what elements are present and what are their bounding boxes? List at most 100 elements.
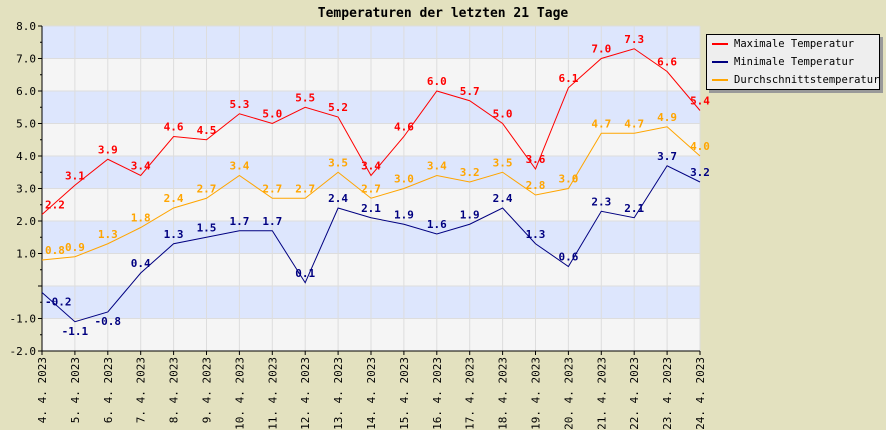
data-label: 1.3 [98, 228, 118, 241]
y-tick-label: -2.0 [10, 345, 37, 358]
data-label: 4.7 [624, 117, 644, 130]
data-label: 4.6 [394, 121, 414, 134]
data-label: 2.4 [164, 192, 184, 205]
data-label: 2.1 [624, 202, 644, 215]
data-label: 3.4 [229, 160, 249, 173]
data-label: 3.5 [328, 156, 348, 169]
legend-label: Maximale Temperatur [734, 38, 855, 50]
data-label: 1.8 [131, 212, 151, 225]
data-label: 5.7 [460, 85, 480, 98]
series-line [41, 165, 701, 323]
x-tick-label: 16. 4. 2023 [431, 357, 444, 430]
chart-title: Temperaturen der letzten 21 Tage [317, 6, 569, 21]
data-label: -0.2 [45, 296, 72, 309]
data-label: -0.8 [95, 315, 122, 328]
legend-item-avg: Durchschnittstemperatur [707, 71, 879, 89]
legend-label: Durchschnittstemperatur [734, 74, 880, 86]
legend-swatch [712, 61, 728, 63]
data-label: 4.0 [690, 140, 710, 153]
legend: Maximale Temperatur Minimale Temperatur … [706, 34, 880, 90]
data-label: 2.7 [361, 182, 381, 195]
data-label: 5.0 [493, 108, 513, 121]
y-tick-label: -1.0 [10, 313, 37, 326]
x-tick-label: 7. 4. 2023 [135, 357, 148, 423]
data-label: 3.7 [657, 150, 677, 163]
x-tick-label: 4. 4. 2023 [36, 357, 49, 423]
x-tick-label: 12. 4. 2023 [299, 357, 312, 430]
x-tick-label: 20. 4. 2023 [562, 357, 575, 430]
data-label: 3.0 [394, 173, 414, 186]
data-label: 3.0 [558, 173, 578, 186]
data-label: 5.4 [690, 95, 710, 108]
data-label: 5.3 [229, 98, 249, 111]
data-label: 6.6 [657, 56, 677, 69]
x-tick-label: 10. 4. 2023 [233, 357, 246, 430]
legend-label: Minimale Temperatur [734, 56, 855, 68]
data-label: 4.7 [591, 117, 611, 130]
data-label: 2.2 [45, 199, 65, 212]
x-tick-label: 6. 4. 2023 [102, 357, 115, 423]
y-tick-label: 6.0 [16, 85, 36, 98]
data-label: 0.9 [65, 241, 85, 254]
data-label: 3.2 [460, 166, 480, 179]
data-label: 5.2 [328, 101, 348, 114]
data-label: 1.6 [427, 218, 447, 231]
data-label: 0.1 [295, 267, 315, 280]
data-label: 2.3 [591, 195, 611, 208]
data-label: 3.4 [131, 160, 151, 173]
x-tick-label: 11. 4. 2023 [266, 357, 279, 430]
x-tick-label: 15. 4. 2023 [398, 357, 411, 430]
data-label: 3.4 [361, 160, 381, 173]
series-line [41, 126, 701, 261]
y-tick-label: 8.0 [16, 20, 36, 33]
data-label: 0.8 [45, 244, 65, 257]
x-tick-label: 8. 4. 2023 [168, 357, 181, 423]
data-label: 3.6 [526, 153, 546, 166]
data-label: 3.1 [65, 169, 85, 182]
data-label: 2.8 [526, 179, 546, 192]
data-label: 4.9 [657, 111, 677, 124]
data-label: 2.7 [295, 182, 315, 195]
x-tick-label: 13. 4. 2023 [332, 357, 345, 430]
data-label: 4.5 [197, 124, 217, 137]
y-tick-label: 3.0 [16, 183, 36, 196]
y-tick-label: 5.0 [16, 118, 36, 131]
data-label: 2.7 [262, 182, 282, 195]
data-label: 5.5 [295, 91, 315, 104]
data-label: 7.0 [591, 43, 611, 56]
legend-item-min: Minimale Temperatur [707, 53, 879, 71]
y-tick-label: 7.0 [16, 53, 36, 66]
series-line [41, 48, 701, 215]
data-label: 3.4 [427, 160, 447, 173]
x-tick-label: 9. 4. 2023 [201, 357, 214, 423]
legend-swatch [712, 79, 728, 81]
data-label: 2.4 [493, 192, 513, 205]
x-tick-label: 17. 4. 2023 [464, 357, 477, 430]
x-tick-label: 21. 4. 2023 [595, 357, 608, 430]
data-label: 2.4 [328, 192, 348, 205]
data-label: 2.1 [361, 202, 381, 215]
data-label: 5.0 [262, 108, 282, 121]
data-label: -1.1 [62, 325, 89, 338]
x-tick-label: 24. 4. 2023 [694, 357, 707, 430]
legend-swatch [712, 43, 728, 45]
y-tick-label: 2.0 [16, 215, 36, 228]
x-tick-label: 18. 4. 2023 [497, 357, 510, 430]
x-tick-label: 19. 4. 2023 [530, 357, 543, 430]
data-label: 7.3 [624, 33, 644, 46]
x-tick-label: 14. 4. 2023 [365, 357, 378, 430]
data-label: 1.7 [229, 215, 249, 228]
data-label: 0.6 [558, 251, 578, 264]
x-tick-label: 22. 4. 2023 [628, 357, 641, 430]
data-label: 4.6 [164, 121, 184, 134]
data-label: 1.7 [262, 215, 282, 228]
x-tick-label: 23. 4. 2023 [661, 357, 674, 430]
y-tick-label: 4.0 [16, 150, 36, 163]
data-label: 6.0 [427, 75, 447, 88]
data-label: 3.2 [690, 166, 710, 179]
data-label: 1.3 [164, 228, 184, 241]
data-label: 1.5 [197, 221, 217, 234]
data-label: 1.9 [460, 208, 480, 221]
